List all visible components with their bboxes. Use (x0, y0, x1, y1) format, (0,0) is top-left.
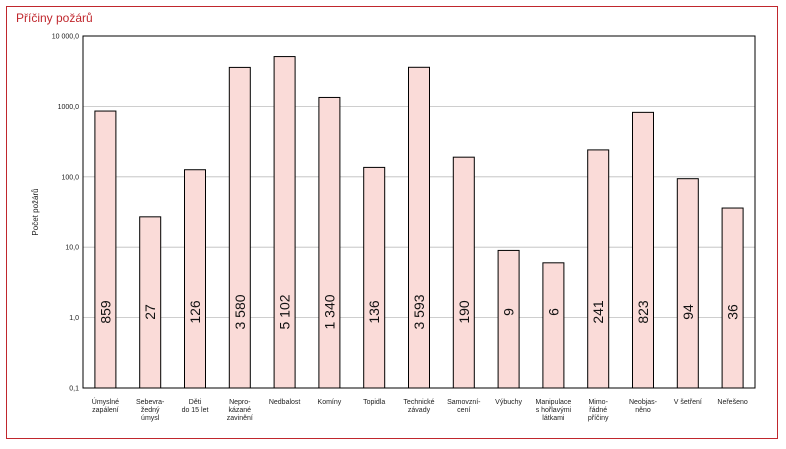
bar (273, 56, 296, 389)
x-tick-label: Děti (189, 399, 202, 406)
x-tick-label: příčiny (588, 415, 609, 422)
x-tick-label: Výbuchy (495, 399, 522, 406)
y-axis-label: Počet požárů (31, 188, 40, 235)
bar (228, 66, 251, 389)
bar (452, 156, 475, 389)
bar (632, 111, 654, 389)
x-tick-label: řádné (589, 407, 607, 414)
x-tick-label: něno (635, 407, 651, 414)
x-tick-label: Topidla (363, 399, 385, 406)
y-tick-label: 10 000,0 (52, 34, 79, 41)
data-label: 94 (680, 304, 696, 320)
x-tick-label: závady (408, 407, 431, 414)
y-tick-label: 0,1 (69, 386, 79, 393)
bar (139, 216, 162, 389)
chart-title: Příčiny požárů (16, 11, 93, 25)
data-label: 36 (725, 304, 741, 320)
y-tick-label: 1000,0 (58, 104, 80, 111)
bar (676, 178, 699, 389)
data-label: 27 (142, 304, 158, 320)
bar (721, 207, 744, 389)
x-tick-label: Neobjas- (629, 399, 658, 406)
x-tick-label: úmysl (141, 415, 160, 422)
bar (318, 96, 341, 389)
x-tick-label: Manipulace (535, 399, 571, 406)
data-label: 136 (366, 300, 382, 324)
x-tick-label: Neřešeno (717, 399, 747, 406)
bar (542, 262, 565, 389)
x-tick-label: zavinění (227, 415, 253, 422)
x-tick-label: Nedbalost (269, 399, 301, 406)
data-label: 859 (97, 300, 113, 324)
x-tick-label: Technické (403, 399, 434, 406)
x-tick-label: Sebevra- (136, 399, 165, 406)
x-tick-label: Mimo- (588, 399, 608, 406)
bar (94, 110, 117, 389)
x-tick-label: kázané (229, 407, 252, 414)
data-label: 6 (545, 308, 561, 316)
data-label: 823 (635, 300, 651, 324)
data-label: 241 (590, 300, 606, 324)
data-label: 3 593 (411, 294, 427, 329)
x-tick-label: s hořlavými (536, 407, 572, 414)
data-label: 1 340 (321, 294, 337, 329)
bar (363, 166, 386, 389)
x-tick-label: Nepro- (229, 399, 251, 406)
data-label: 126 (187, 300, 203, 324)
bar (184, 169, 206, 389)
x-tick-label: V šetření (674, 399, 702, 406)
x-tick-label: látkami (542, 415, 565, 422)
x-tick-label: žedný (141, 407, 160, 414)
x-tick-label: cení (457, 407, 470, 414)
bar (408, 66, 430, 389)
bar (497, 249, 520, 389)
data-label: 5 102 (277, 294, 293, 329)
x-tick-label: Samovzní- (447, 399, 481, 406)
bar (587, 149, 610, 389)
x-tick-label: do 15 let (182, 407, 209, 414)
data-label: 190 (456, 300, 472, 324)
y-tick-label: 10,0 (65, 245, 79, 252)
data-label: 9 (501, 308, 517, 316)
x-tick-label: zapálení (92, 407, 119, 414)
y-tick-label: 1,0 (69, 315, 79, 322)
x-tick-label: Úmyslné (92, 397, 119, 406)
y-tick-label: 100,0 (61, 174, 79, 181)
data-label: 3 580 (232, 294, 248, 329)
x-tick-label: Komíny (318, 399, 342, 406)
